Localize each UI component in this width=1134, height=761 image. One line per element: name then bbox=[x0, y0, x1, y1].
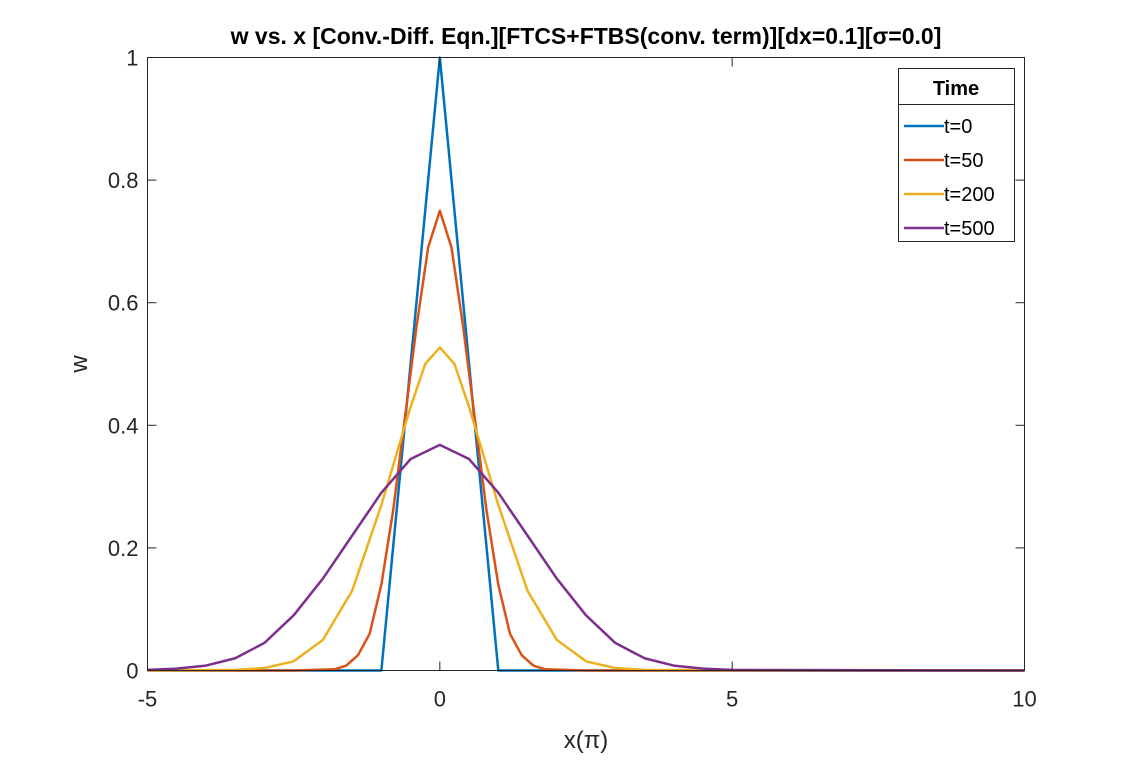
legend-items: t=0 t=50 t=200 t=500 bbox=[904, 116, 995, 240]
legend-label-3: t=500 bbox=[944, 218, 995, 240]
y-axis-label: w bbox=[66, 355, 93, 374]
x-tick-label: -5 bbox=[138, 687, 158, 712]
series-line-0 bbox=[147, 56, 1025, 672]
y-tick-label: 0.4 bbox=[108, 413, 139, 438]
legend-label-0: t=0 bbox=[944, 116, 972, 138]
legend-label-2: t=200 bbox=[944, 184, 995, 206]
y-tick-label: 0.2 bbox=[108, 536, 139, 561]
series-line-3 bbox=[147, 443, 1025, 672]
series-line-1 bbox=[147, 209, 1025, 672]
y-tick-label: 0 bbox=[126, 659, 138, 684]
x-tick-label: 5 bbox=[726, 687, 738, 712]
x-tick-label: 10 bbox=[1012, 687, 1036, 712]
legend: Time t=0 t=50 t=200 t=500 bbox=[898, 68, 1015, 242]
series-line-2 bbox=[147, 346, 1025, 672]
chart-title: w vs. x [Conv.-Diff. Eqn.][FTCS+FTBS(con… bbox=[230, 23, 942, 49]
y-tick-label: 0.8 bbox=[108, 168, 139, 193]
x-tick-label: 0 bbox=[434, 687, 446, 712]
legend-box bbox=[898, 68, 1015, 242]
legend-label-1: t=50 bbox=[944, 150, 983, 172]
legend-title: Time bbox=[933, 78, 979, 100]
y-tick-label: 0.6 bbox=[108, 291, 139, 316]
plot-area-frame bbox=[147, 57, 1025, 671]
x-axis-label: x(π) bbox=[564, 727, 609, 754]
y-tick-label: 1 bbox=[126, 46, 138, 71]
series-group bbox=[147, 56, 1025, 672]
